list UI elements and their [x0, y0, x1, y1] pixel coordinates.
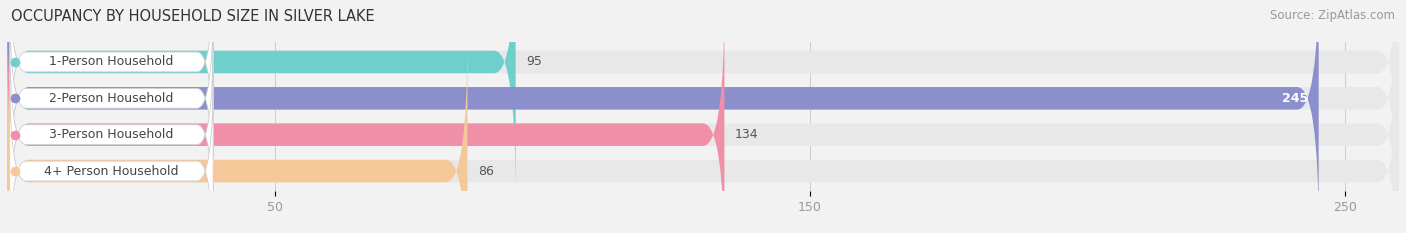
- FancyBboxPatch shape: [7, 0, 724, 233]
- FancyBboxPatch shape: [10, 72, 214, 233]
- FancyBboxPatch shape: [7, 0, 516, 196]
- FancyBboxPatch shape: [7, 0, 1399, 233]
- FancyBboxPatch shape: [7, 0, 1399, 196]
- Text: 4+ Person Household: 4+ Person Household: [44, 164, 179, 178]
- FancyBboxPatch shape: [10, 35, 214, 233]
- FancyBboxPatch shape: [7, 0, 1319, 233]
- Text: 95: 95: [526, 55, 543, 69]
- Text: 245: 245: [1282, 92, 1308, 105]
- Text: OCCUPANCY BY HOUSEHOLD SIZE IN SILVER LAKE: OCCUPANCY BY HOUSEHOLD SIZE IN SILVER LA…: [11, 9, 375, 24]
- Text: 134: 134: [735, 128, 759, 141]
- Text: 3-Person Household: 3-Person Household: [49, 128, 173, 141]
- Text: 2-Person Household: 2-Person Household: [49, 92, 173, 105]
- FancyBboxPatch shape: [7, 37, 1399, 233]
- FancyBboxPatch shape: [7, 0, 1399, 233]
- Text: Source: ZipAtlas.com: Source: ZipAtlas.com: [1270, 9, 1395, 22]
- FancyBboxPatch shape: [10, 0, 214, 198]
- Text: 1-Person Household: 1-Person Household: [49, 55, 173, 69]
- Text: 86: 86: [478, 164, 494, 178]
- FancyBboxPatch shape: [10, 0, 214, 161]
- FancyBboxPatch shape: [7, 37, 467, 233]
